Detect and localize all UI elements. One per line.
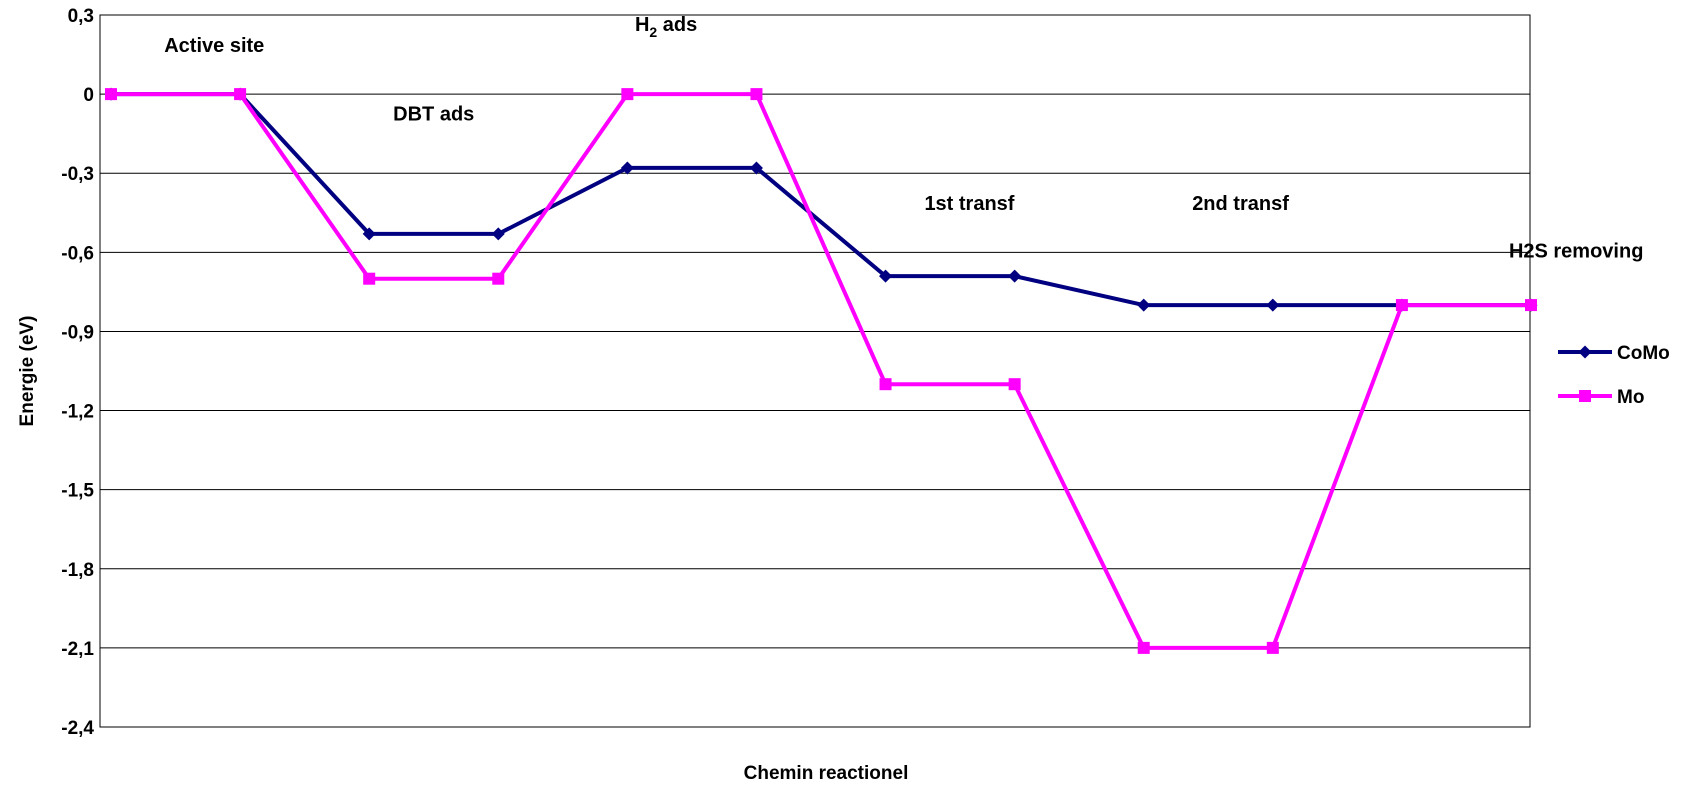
x-axis-title: Chemin reactionel [744,763,909,784]
data-point-mo [621,88,634,101]
data-point-como [362,227,376,241]
data-point-mo [105,88,117,101]
data-point-mo [1395,299,1408,312]
legend-marker [1579,390,1591,402]
data-point-como [879,269,893,283]
annotation-text: H [635,14,649,36]
annotation-text: DBT ads [393,103,474,125]
series-line-como [111,92,1531,308]
data-point-como [1137,298,1151,312]
data-point-como [749,161,763,175]
data-point-mo [750,88,763,101]
data-point-mo [1266,641,1279,654]
annotation-label: H2 ads [635,14,697,40]
data-point-mo [1137,641,1150,654]
y-axis-title: Energie (eV) [17,316,38,427]
annotation-text: 1st transf [924,193,1014,215]
y-tick-label: -0,9 [61,322,94,343]
data-point-mo [234,88,247,101]
data-point-como [1008,269,1022,283]
annotation-text: 2nd transf [1192,193,1289,215]
y-tick-label: -1,8 [61,560,94,581]
annotation-subscript: 2 [649,24,657,40]
data-point-mo [363,272,376,285]
series-group [104,87,1538,654]
annotation-label: 1st transf [924,193,1014,215]
legend-label: Mo [1617,387,1644,408]
plot-area-frame [99,14,1531,728]
y-tick-label: -1,5 [61,481,94,502]
annotation-label: DBT ads [393,103,474,125]
y-tick-label: -2,1 [61,639,94,660]
legend-marker [1578,345,1592,359]
annotation-suffix: ads [657,14,697,36]
y-axis-ticks: 0,3 0 -0,3 -0,6 -0,9 -1,2 -1,5 -1,8 -2,1 -2,4 [61,6,94,739]
y-tick-label: 0 [83,85,94,106]
y-tick-label: -1,2 [61,402,94,423]
y-tick-label: -0,6 [61,243,94,264]
data-point-mo [1008,378,1021,391]
annotations: Active site DBT ads H2 ads 1st transf 2nd tr… [164,14,1643,263]
data-point-mo [1525,299,1537,312]
annotation-label: Active site [164,35,264,57]
legend: CoMo Mo [1558,343,1670,408]
data-point-mo [492,272,505,285]
data-point-como [491,227,505,241]
annotation-text: Active site [164,35,264,57]
y-tick-label: 0,3 [68,6,94,27]
data-point-como [1266,298,1280,312]
data-point-mo [879,378,892,391]
y-tick-label: -0,3 [61,164,94,185]
annotation-label: H2S removing [1509,241,1643,263]
gridlines [100,14,1530,728]
y-tick-label: -2,4 [61,718,94,739]
annotation-label: 2nd transf [1192,193,1289,215]
annotation-text: H2S removing [1509,241,1643,263]
series-line-mo [111,92,1531,650]
data-point-como [620,161,634,175]
legend-label: CoMo [1617,343,1670,364]
